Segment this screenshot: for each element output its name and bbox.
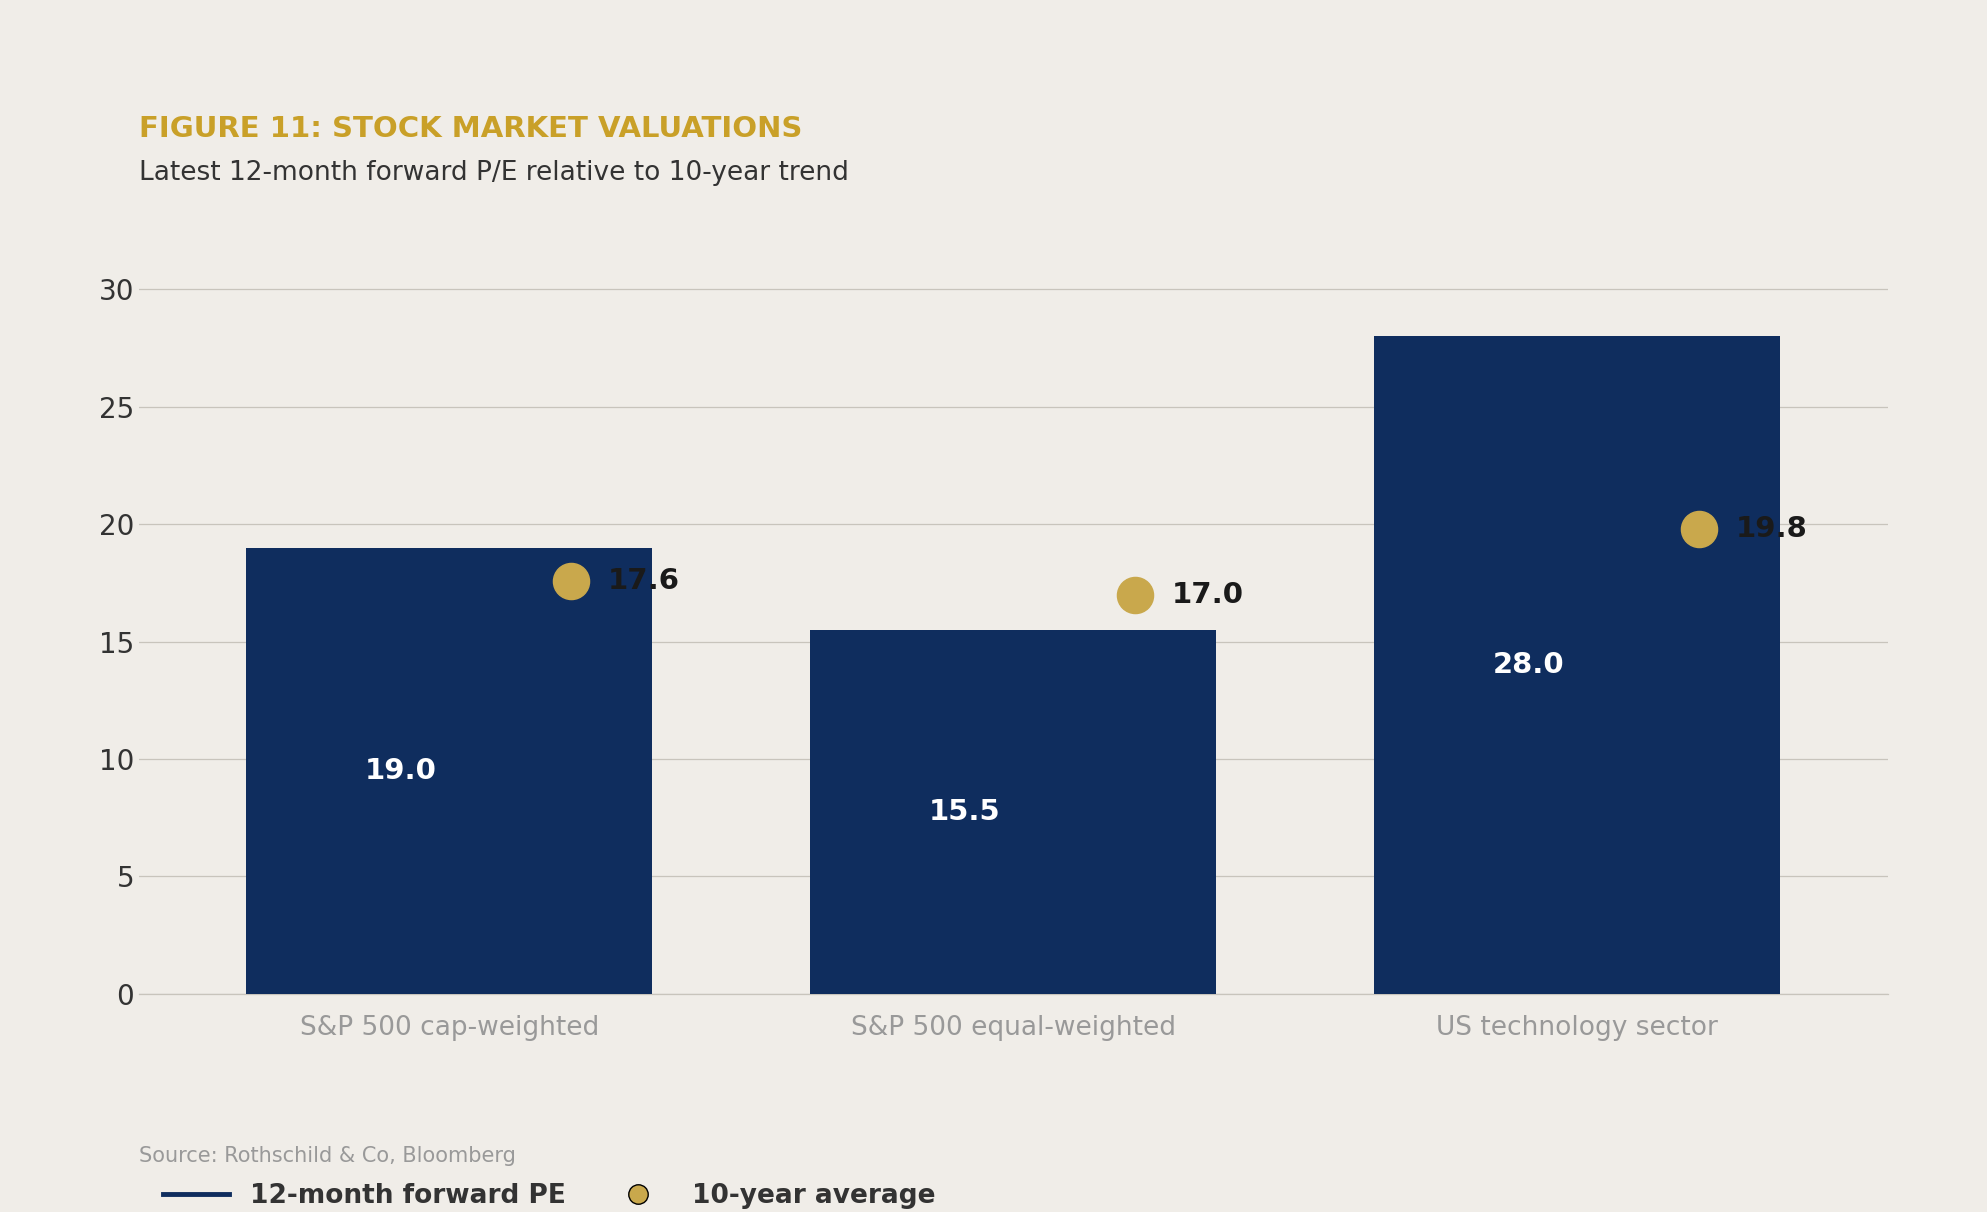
Legend: 12-month forward PE, 10-year average: 12-month forward PE, 10-year average (153, 1172, 946, 1212)
Text: 28.0: 28.0 (1492, 651, 1564, 679)
Text: 19.8: 19.8 (1737, 515, 1808, 543)
Bar (811, 630, 1216, 994)
Text: FIGURE 11: STOCK MARKET VALUATIONS: FIGURE 11: STOCK MARKET VALUATIONS (139, 115, 803, 143)
Text: 19.0: 19.0 (366, 756, 437, 784)
Text: 17.6: 17.6 (608, 566, 680, 595)
Text: Source: Rothschild & Co, Bloomberg: Source: Rothschild & Co, Bloomberg (139, 1145, 517, 1166)
Text: 15.5: 15.5 (928, 797, 999, 825)
Bar (1375, 337, 1780, 994)
Bar (246, 548, 652, 994)
Text: 17.0: 17.0 (1172, 581, 1244, 608)
Text: Latest 12-month forward P/E relative to 10-year trend: Latest 12-month forward P/E relative to … (139, 160, 848, 185)
